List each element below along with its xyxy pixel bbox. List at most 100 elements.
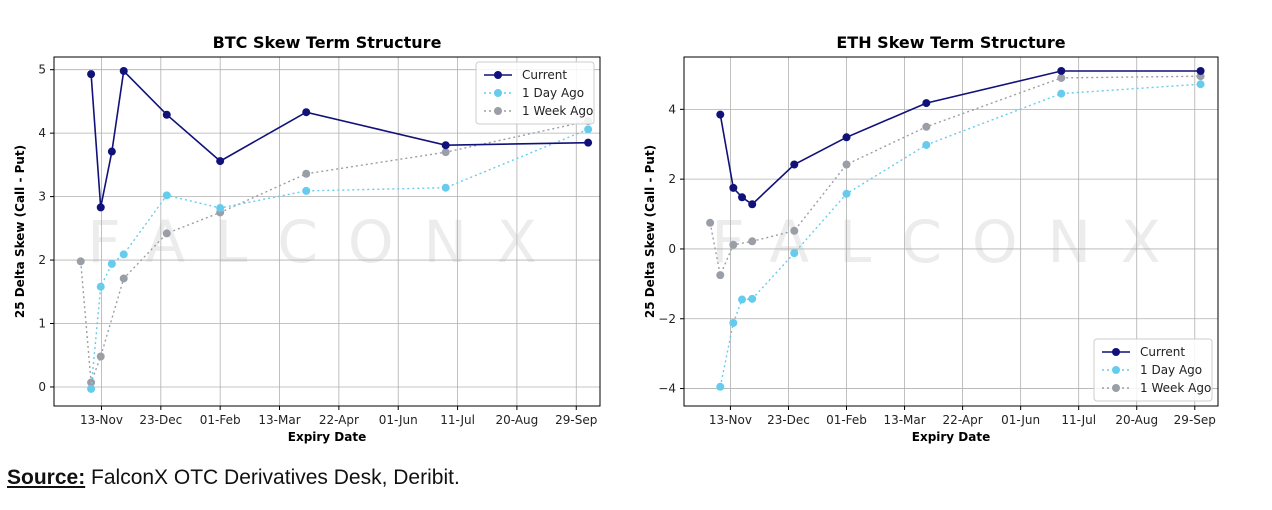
data-point-1-week-ago <box>922 122 931 131</box>
y-axis-label: 25 Delta Skew (Call - Put) <box>643 145 657 318</box>
plot-frame <box>683 56 1219 407</box>
y-tick-label: 4 <box>38 126 46 140</box>
y-tick-label: 5 <box>38 63 46 77</box>
series-line-1-week-ago <box>80 120 589 383</box>
x-tick-label: 01-Feb <box>200 413 241 427</box>
data-point-1-day-ago <box>790 249 799 258</box>
legend-marker-1-day-ago <box>494 89 502 97</box>
x-tick-label: 11-Jul <box>440 413 475 427</box>
source-label: Source: <box>7 466 86 489</box>
legend-box <box>1093 338 1213 402</box>
legend-marker-1-day-ago <box>1112 366 1120 374</box>
data-point-current <box>922 99 931 108</box>
y-tick-label: 4 <box>668 102 676 116</box>
legend-label-current: Current <box>522 68 567 82</box>
data-point-1-day-ago <box>1057 89 1066 98</box>
data-point-1-day-ago <box>107 259 116 268</box>
source-caption: Source: FalconX OTC Derivatives Desk, De… <box>7 466 460 490</box>
x-tick-label: 13-Nov <box>80 413 123 427</box>
chart-title: BTC Skew Term Structure <box>213 33 442 52</box>
x-tick-label: 13-Mar <box>883 413 925 427</box>
data-point-current <box>738 193 747 202</box>
data-point-1-day-ago <box>716 382 725 391</box>
data-point-1-day-ago <box>738 295 747 304</box>
series-line-current <box>719 70 1201 206</box>
data-point-1-day-ago <box>729 318 738 327</box>
y-tick-label: 0 <box>38 380 46 394</box>
x-tick-label: 23-Dec <box>767 413 810 427</box>
data-point-1-week-ago <box>716 271 725 280</box>
data-point-1-day-ago <box>842 189 851 198</box>
y-tick-label: 2 <box>668 172 676 186</box>
watermark: FALCONX <box>711 208 1190 276</box>
legend-box <box>475 61 595 125</box>
data-point-current <box>162 110 171 119</box>
x-tick-label: 13-Nov <box>709 413 752 427</box>
y-tick-label: 1 <box>38 317 46 331</box>
legend-label-1-day-ago: 1 Day Ago <box>1140 363 1202 377</box>
data-point-1-day-ago <box>922 140 931 149</box>
data-point-1-day-ago <box>1196 80 1205 89</box>
data-point-1-day-ago <box>748 294 757 303</box>
x-tick-label: 20-Aug <box>496 413 539 427</box>
y-tick-label: 2 <box>38 253 46 267</box>
data-point-1-week-ago <box>162 229 171 238</box>
legend-marker-current <box>1112 348 1120 356</box>
data-point-1-day-ago <box>584 125 593 134</box>
x-tick-label: 29-Sep <box>1174 413 1216 427</box>
watermark: FALCONX <box>87 208 566 276</box>
data-point-1-week-ago <box>748 237 757 246</box>
data-point-current <box>119 66 128 75</box>
legend-label-1-day-ago: 1 Day Ago <box>522 86 584 100</box>
data-point-current <box>1057 66 1066 75</box>
x-tick-label: 13-Mar <box>258 413 300 427</box>
data-point-current <box>96 203 105 212</box>
data-point-1-day-ago <box>441 183 450 192</box>
data-point-current <box>842 133 851 142</box>
x-tick-label: 01-Jun <box>1001 413 1040 427</box>
data-point-current <box>441 141 450 150</box>
legend-marker-1-week-ago <box>1112 384 1120 392</box>
x-axis-label: Expiry Date <box>288 430 367 444</box>
data-point-current <box>1196 66 1205 75</box>
data-point-current <box>302 108 311 117</box>
x-tick-label: 01-Feb <box>826 413 867 427</box>
data-point-1-week-ago <box>706 218 715 227</box>
btc-skew-chart: BTC Skew Term Structure FALCONX 13-Nov 23-D… <box>13 33 601 444</box>
y-axis-label: 25 Delta Skew (Call - Put) <box>13 145 27 318</box>
y-tick-label: 3 <box>38 190 46 204</box>
data-point-1-day-ago <box>302 186 311 195</box>
eth-skew-chart: ETH Skew Term Structure FALCONX 13-Nov 23-D… <box>643 33 1219 444</box>
y-tick-label: −4 <box>658 382 676 396</box>
data-point-1-week-ago <box>729 240 738 249</box>
data-point-1-week-ago <box>441 148 450 157</box>
data-point-1-day-ago <box>216 204 225 213</box>
y-tick-label: 0 <box>668 242 676 256</box>
x-tick-label: 11-Jul <box>1061 413 1096 427</box>
data-point-1-week-ago <box>302 169 311 178</box>
data-point-1-week-ago <box>76 257 85 266</box>
x-tick-label: 22-Apr <box>319 413 359 427</box>
data-point-current <box>716 110 725 119</box>
data-point-1-day-ago <box>119 250 128 259</box>
x-axis-label: Expiry Date <box>912 430 991 444</box>
x-tick-label: 22-Apr <box>943 413 983 427</box>
chart-title: ETH Skew Term Structure <box>836 33 1065 52</box>
data-point-1-week-ago <box>1057 73 1066 82</box>
series-line-1-day-ago <box>719 83 1201 387</box>
legend-marker-current <box>494 71 502 79</box>
data-point-1-week-ago <box>842 160 851 169</box>
data-point-1-week-ago <box>119 274 128 283</box>
data-point-1-day-ago <box>162 191 171 200</box>
legend-marker-1-week-ago <box>494 107 502 115</box>
x-tick-label: 20-Aug <box>1115 413 1158 427</box>
x-tick-label: 29-Sep <box>555 413 597 427</box>
data-point-1-week-ago <box>96 352 105 361</box>
data-point-1-week-ago <box>790 226 799 235</box>
x-tick-label: 23-Dec <box>139 413 182 427</box>
data-point-current <box>87 70 96 79</box>
data-point-current <box>216 157 225 166</box>
source-text: FalconX OTC Derivatives Desk, Deribit. <box>85 466 460 489</box>
data-point-current <box>790 160 799 169</box>
legend-label-1-week-ago: 1 Week Ago <box>522 104 593 118</box>
